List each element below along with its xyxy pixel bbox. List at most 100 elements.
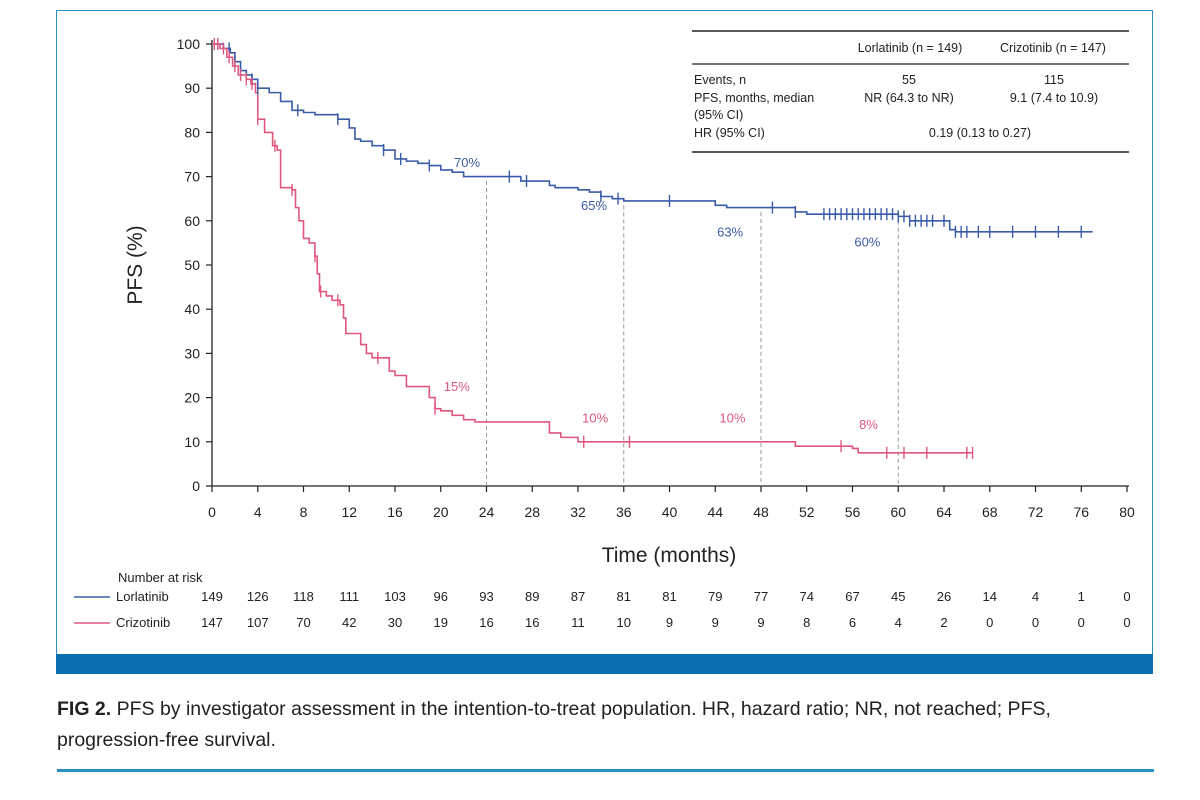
x-tick-label: 60 — [890, 504, 906, 520]
risk-count: 45 — [891, 589, 905, 604]
x-tick-label: 0 — [208, 504, 216, 520]
risk-count: 1 — [1078, 589, 1085, 604]
risk-count: 74 — [800, 589, 814, 604]
milestone-label: 70% — [454, 155, 480, 170]
y-tick-label: 30 — [184, 345, 200, 361]
x-tick-label: 32 — [570, 504, 586, 520]
x-tick-label: 56 — [845, 504, 861, 520]
risk-count: 0 — [1032, 615, 1039, 630]
risk-count: 103 — [384, 589, 406, 604]
risk-count: 16 — [525, 615, 539, 630]
risk-count: 10 — [617, 615, 631, 630]
risk-count: 147 — [201, 615, 223, 630]
y-tick-label: 0 — [192, 478, 200, 494]
risk-count: 0 — [1078, 615, 1085, 630]
milestone-label: 10% — [719, 410, 745, 425]
milestone-label: 10% — [582, 410, 608, 425]
stats-row-label: PFS, months, median — [694, 91, 814, 105]
risk-count: 8 — [803, 615, 810, 630]
milestone-label: 15% — [444, 379, 470, 394]
x-tick-label: 12 — [341, 504, 357, 520]
x-tick-label: 20 — [433, 504, 449, 520]
x-tick-label: 24 — [479, 504, 495, 520]
x-tick-label: 80 — [1119, 504, 1135, 520]
stats-header-lorlatinib: Lorlatinib (n = 149) — [858, 41, 963, 55]
risk-count: 96 — [434, 589, 448, 604]
milestone-label: 60% — [854, 234, 880, 249]
risk-count: 9 — [666, 615, 673, 630]
stats-header-crizotinib: Crizotinib (n = 147) — [1000, 41, 1106, 55]
stats-row-label: Events, n — [694, 73, 746, 87]
risk-count: 118 — [293, 589, 314, 604]
stats-row-label: HR (95% CI) — [694, 126, 765, 140]
risk-count: 0 — [986, 615, 993, 630]
y-tick-label: 50 — [184, 257, 200, 273]
risk-count: 93 — [479, 589, 493, 604]
risk-count: 6 — [849, 615, 856, 630]
risk-count: 4 — [1032, 589, 1039, 604]
figure-band — [56, 654, 1153, 674]
risk-row-name: Crizotinib — [116, 615, 170, 630]
stats-row-label: (95% CI) — [694, 108, 743, 122]
risk-count: 16 — [479, 615, 493, 630]
y-tick-label: 10 — [184, 434, 200, 450]
risk-count: 42 — [342, 615, 356, 630]
figure-caption: FIG 2. PFS by investigator assessment in… — [57, 694, 1157, 756]
x-tick-label: 52 — [799, 504, 815, 520]
risk-count: 26 — [937, 589, 951, 604]
x-tick-label: 16 — [387, 504, 403, 520]
y-tick-label: 90 — [184, 80, 200, 96]
x-tick-label: 48 — [753, 504, 769, 520]
risk-count: 14 — [983, 589, 997, 604]
caption-rule — [57, 769, 1154, 772]
x-tick-label: 8 — [300, 504, 308, 520]
risk-count: 81 — [617, 589, 631, 604]
y-tick-label: 60 — [184, 213, 200, 229]
risk-count: 9 — [712, 615, 719, 630]
risk-count: 11 — [571, 615, 585, 630]
risk-count: 89 — [525, 589, 539, 604]
risk-table-title: Number at risk — [118, 570, 203, 585]
risk-count: 4 — [895, 615, 902, 630]
risk-count: 79 — [708, 589, 722, 604]
x-tick-label: 76 — [1073, 504, 1089, 520]
x-tick-label: 4 — [254, 504, 262, 520]
stats-cell: NR (64.3 to NR) — [864, 91, 954, 105]
figure-frame — [56, 10, 1153, 665]
y-tick-label: 70 — [184, 169, 200, 185]
risk-count: 87 — [571, 589, 585, 604]
x-tick-label: 68 — [982, 504, 998, 520]
x-tick-label: 36 — [616, 504, 632, 520]
risk-count: 67 — [845, 589, 859, 604]
caption-label: FIG 2. — [57, 698, 112, 720]
risk-count: 2 — [940, 615, 947, 630]
risk-count: 111 — [339, 589, 359, 604]
stats-cell: 55 — [902, 73, 916, 87]
risk-count: 77 — [754, 589, 768, 604]
x-tick-label: 64 — [936, 504, 952, 520]
risk-count: 149 — [201, 589, 223, 604]
risk-count: 0 — [1123, 615, 1130, 630]
x-tick-label: 28 — [524, 504, 540, 520]
series-line-lorlatinib — [212, 43, 1093, 233]
risk-count: 70 — [296, 615, 310, 630]
risk-count: 19 — [434, 615, 448, 630]
x-tick-label: 44 — [707, 504, 723, 520]
y-tick-label: 80 — [184, 124, 200, 140]
milestone-label: 65% — [581, 198, 607, 213]
caption-text: PFS by investigator assessment in the in… — [57, 698, 1051, 751]
y-tick-label: 100 — [177, 36, 201, 52]
milestone-label: 8% — [859, 417, 878, 432]
risk-count: 0 — [1123, 589, 1130, 604]
risk-count: 107 — [247, 615, 269, 630]
risk-count: 9 — [757, 615, 764, 630]
risk-count: 126 — [247, 589, 269, 604]
stats-cell: 9.1 (7.4 to 10.9) — [1010, 91, 1098, 105]
stats-cell-merged: 0.19 (0.13 to 0.27) — [929, 126, 1031, 140]
risk-count: 30 — [388, 615, 402, 630]
risk-row-name: Lorlatinib — [116, 589, 169, 604]
x-tick-label: 40 — [662, 504, 678, 520]
x-tick-label: 72 — [1028, 504, 1044, 520]
risk-count: 81 — [662, 589, 676, 604]
